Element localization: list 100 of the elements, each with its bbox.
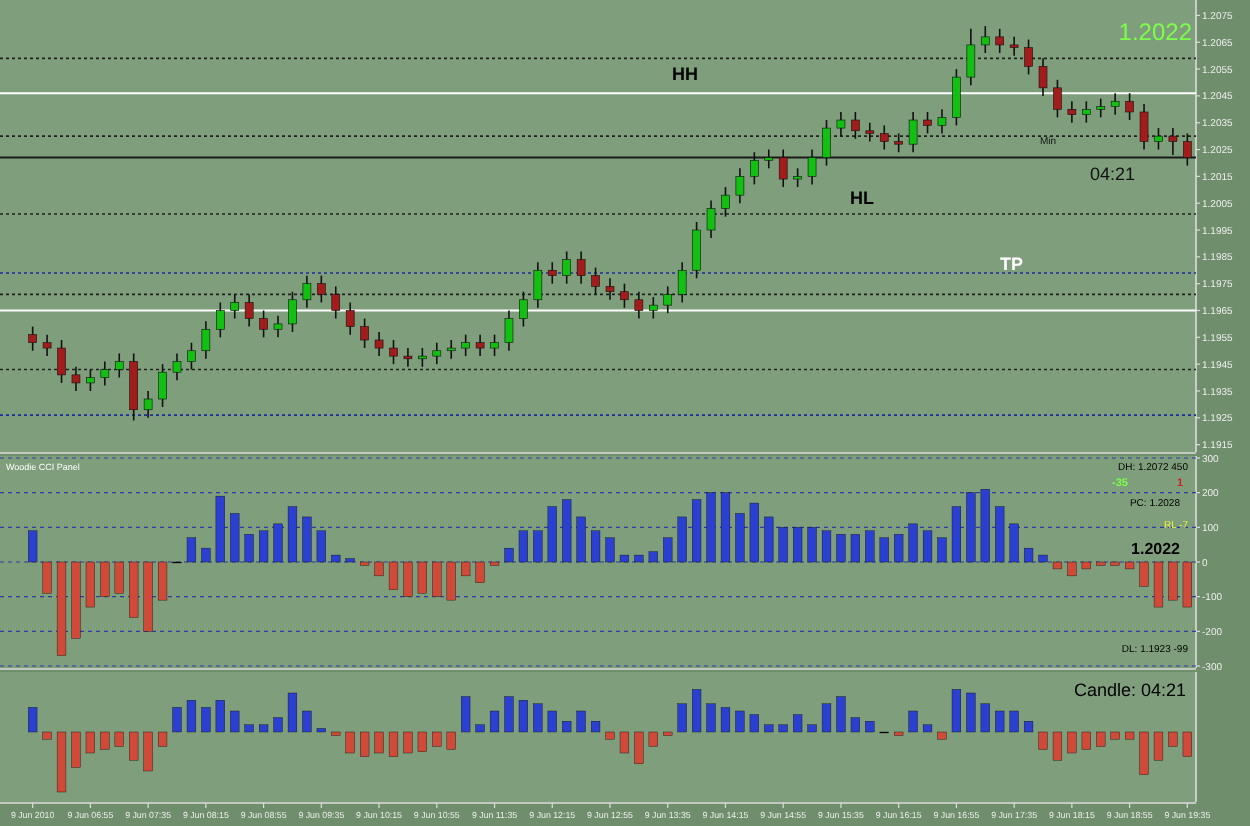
- bar: [764, 724, 774, 733]
- bar: [1052, 561, 1063, 570]
- candlestick: [879, 124, 889, 151]
- bar: [85, 731, 95, 754]
- candlestick: [158, 363, 167, 408]
- candlestick: [735, 167, 745, 204]
- candlestick: [562, 250, 571, 285]
- bar: [100, 731, 110, 750]
- annotation: HL: [850, 188, 875, 208]
- candlestick: [317, 274, 326, 304]
- bar: [1096, 731, 1106, 747]
- bar: [1139, 731, 1149, 775]
- candlestick: [1024, 38, 1033, 76]
- bar: [374, 731, 384, 754]
- bar: [1067, 561, 1077, 577]
- candlestick: [894, 132, 903, 154]
- bar: [908, 710, 918, 733]
- bar: [619, 554, 630, 563]
- bar: [345, 731, 355, 754]
- bar: [504, 696, 514, 733]
- candlestick: [374, 331, 384, 357]
- bar: [100, 561, 110, 597]
- candlestick: [461, 333, 470, 357]
- candlestick: [57, 339, 66, 384]
- candlestick: [187, 341, 196, 371]
- annotation: HH: [672, 64, 698, 84]
- bar: [533, 703, 543, 733]
- candlestick: [908, 111, 918, 154]
- bar: [201, 707, 211, 733]
- bar: [677, 703, 687, 733]
- bar: [1081, 731, 1091, 750]
- bar: [605, 731, 615, 740]
- bar: [403, 731, 413, 754]
- candlestick: [86, 368, 95, 392]
- bar: [475, 724, 485, 733]
- bar: [287, 692, 298, 733]
- bar: [937, 731, 947, 740]
- annotation: 1.2022: [1131, 540, 1182, 558]
- candlestick: [42, 333, 52, 357]
- candlestick: [1009, 36, 1019, 57]
- annotation: TP: [1000, 254, 1024, 274]
- bar: [793, 527, 803, 563]
- annotation: 04:21: [1090, 164, 1136, 184]
- bar: [619, 731, 630, 754]
- bar: [230, 513, 240, 563]
- bar: [908, 523, 918, 563]
- bar: [114, 561, 124, 594]
- bar: [836, 534, 846, 563]
- bar: [186, 700, 197, 733]
- candlestick: [966, 28, 976, 86]
- candlestick: [360, 317, 369, 349]
- bar: [821, 530, 832, 563]
- candlestick: [591, 266, 600, 296]
- bar: [634, 731, 644, 764]
- candlestick: [1110, 92, 1120, 116]
- bar: [388, 561, 399, 590]
- bar: [807, 724, 817, 733]
- bar: [1182, 561, 1192, 608]
- bar: [186, 537, 197, 563]
- candlestick: [865, 121, 875, 143]
- bar: [576, 710, 586, 733]
- bar: [331, 554, 341, 563]
- candlestick: [677, 261, 687, 304]
- candlestick: [143, 390, 153, 419]
- candlestick: [519, 290, 528, 328]
- bar: [735, 513, 745, 563]
- candlestick: [1139, 103, 1149, 151]
- bar: [201, 547, 211, 563]
- bar: [432, 731, 442, 747]
- bar: [489, 710, 500, 733]
- bar: [720, 492, 731, 563]
- bar: [1168, 561, 1178, 601]
- bar: [735, 710, 745, 733]
- candlestick: [172, 352, 182, 382]
- bar: [28, 707, 38, 733]
- bar: [287, 506, 298, 563]
- bar: [461, 561, 471, 577]
- bar: [215, 700, 225, 733]
- candlestick: [851, 111, 860, 140]
- bar: [533, 530, 543, 563]
- bar: [995, 710, 1005, 733]
- bar: [56, 561, 67, 656]
- bar: [706, 703, 716, 733]
- candlestick: [980, 25, 990, 54]
- bar: [778, 724, 788, 733]
- bar: [663, 537, 673, 563]
- candlestick: [216, 301, 225, 339]
- bar: [937, 537, 947, 563]
- bar: [850, 717, 860, 733]
- candlestick: [1038, 57, 1048, 97]
- annotation: 1.2022: [1118, 18, 1193, 46]
- candlestick: [273, 315, 283, 339]
- bar: [966, 492, 976, 563]
- candlestick: [302, 274, 312, 309]
- candlestick: [490, 333, 499, 357]
- candlestick: [1082, 100, 1091, 124]
- candlestick: [923, 111, 932, 135]
- bar: [1081, 561, 1091, 570]
- candlestick: [288, 290, 297, 333]
- bar: [42, 561, 52, 594]
